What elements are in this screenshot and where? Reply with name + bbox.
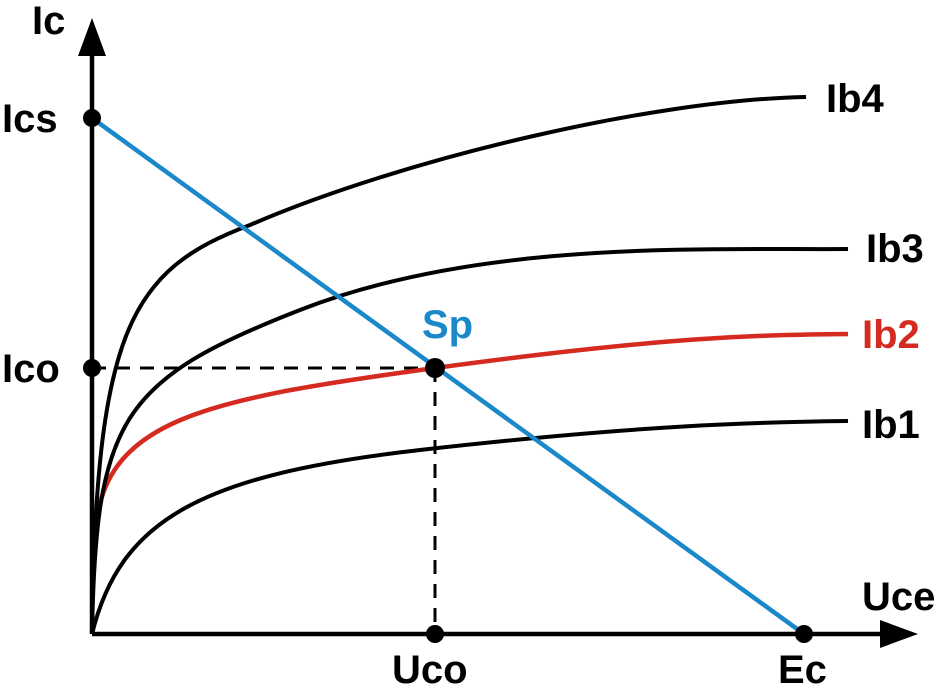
ec-point [795, 625, 813, 643]
uco-point [426, 625, 444, 643]
curve-label-ib2: Ib2 [862, 313, 920, 357]
ics-label: Ics [2, 97, 58, 141]
curve-ib2 [92, 331, 849, 539]
y-axis-label: Ic [32, 0, 65, 43]
ics-point [83, 109, 101, 127]
operating-point-label: Sp [422, 303, 473, 347]
curve-ib4 [90, 95, 807, 635]
curve-label-ib4: Ib4 [826, 77, 885, 121]
ico-point [83, 359, 101, 377]
operating-point-marker [425, 358, 445, 378]
load-line [90, 116, 806, 636]
uco-label: Uco [392, 648, 468, 692]
x-axis-arrow-icon [880, 620, 918, 648]
x-axis-label: Uce [862, 575, 935, 619]
ec-label: Ec [778, 648, 827, 692]
curve-label-ib3: Ib3 [866, 227, 924, 271]
curve-label-ib1: Ib1 [862, 403, 920, 447]
curve-ib3 [90, 247, 849, 635]
curve-ib1 [90, 419, 849, 635]
y-axis-arrow-icon [78, 18, 106, 56]
ico-label: Ico [2, 347, 60, 391]
